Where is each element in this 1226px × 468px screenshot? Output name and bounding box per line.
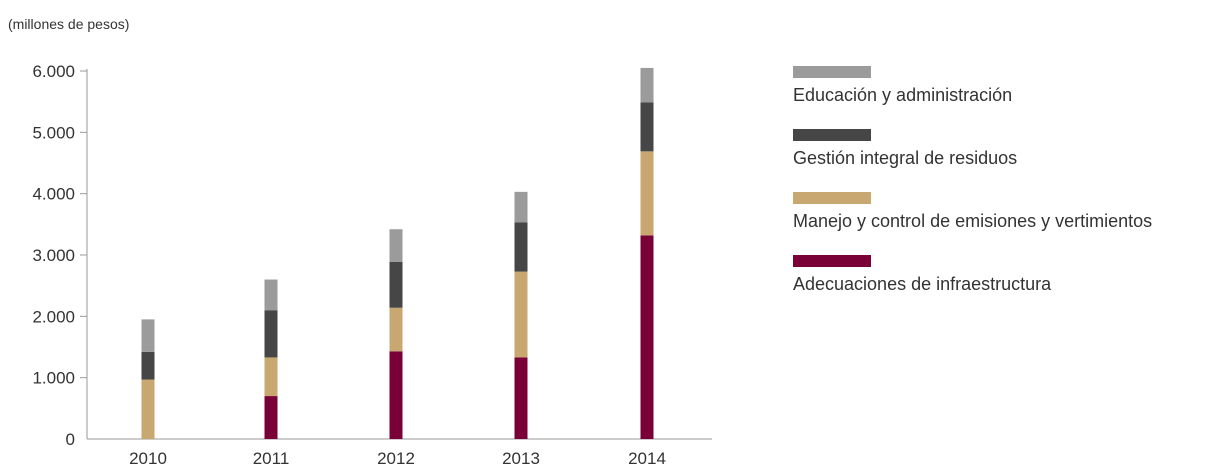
- legend-item: Manejo y control de emisiones y vertimie…: [793, 192, 1226, 255]
- bar-segment: [389, 229, 403, 262]
- bar-segment: [640, 235, 654, 439]
- bar-segment: [514, 222, 528, 272]
- x-tick-label: 2011: [253, 449, 290, 468]
- bar-segment: [264, 357, 278, 397]
- legend-swatch: [793, 192, 871, 204]
- bar-segment: [514, 191, 528, 223]
- x-tick-label: 2010: [129, 449, 167, 468]
- bar-segment: [389, 307, 403, 352]
- legend-label: Educación y administración: [793, 85, 1013, 105]
- y-tick-label: 6.000: [32, 62, 75, 81]
- bar-segment: [141, 379, 155, 439]
- bars: [141, 67, 654, 439]
- y-tick-label: 5.000: [32, 123, 75, 142]
- bar-segment: [264, 310, 278, 358]
- y-tick-label: 4.000: [32, 185, 75, 204]
- legend-label: Manejo y control de emisiones y vertimie…: [793, 211, 1153, 231]
- bar-segment: [264, 396, 278, 439]
- legend-item: Educación y administración: [793, 66, 1226, 129]
- x-tick-label: 2014: [628, 449, 666, 468]
- y-tick-label: 2.000: [32, 307, 75, 326]
- x-tick-label: 2012: [377, 449, 415, 468]
- bar-segment: [640, 102, 654, 152]
- y-tick-label: 3.000: [32, 246, 75, 265]
- bar-segment: [640, 151, 654, 236]
- legend-label: Gestión integral de residuos: [793, 148, 1018, 168]
- y-tick-label: 1.000: [32, 369, 75, 388]
- bar-segment: [141, 319, 155, 352]
- bar-segment: [141, 351, 155, 380]
- y-axis: 0 1.000 2.000 3.000 4.000 5.000 6.000: [32, 62, 88, 449]
- bar-segment: [264, 279, 278, 311]
- bar-segment: [389, 261, 403, 308]
- legend-swatch: [793, 255, 871, 267]
- bar-segment: [514, 357, 528, 439]
- x-axis: 2010 2011 2012 2013 2014: [87, 438, 712, 468]
- legend-swatch: [793, 129, 871, 141]
- legend-label: Adecuaciones de infraestructura: [793, 274, 1052, 294]
- x-tick-label: 2013: [502, 449, 540, 468]
- bar-segment: [389, 351, 403, 439]
- legend-item: Adecuaciones de infraestructura: [793, 255, 1226, 318]
- legend-swatch: [793, 66, 871, 78]
- y-tick-label: 0: [66, 430, 75, 449]
- legend-item: Gestión integral de residuos: [793, 129, 1226, 192]
- bar-segment: [640, 67, 654, 103]
- unit-label: (millones de pesos): [8, 16, 129, 32]
- bar-segment: [514, 271, 528, 358]
- legend: Educación y administración Gestión integr…: [793, 66, 1226, 318]
